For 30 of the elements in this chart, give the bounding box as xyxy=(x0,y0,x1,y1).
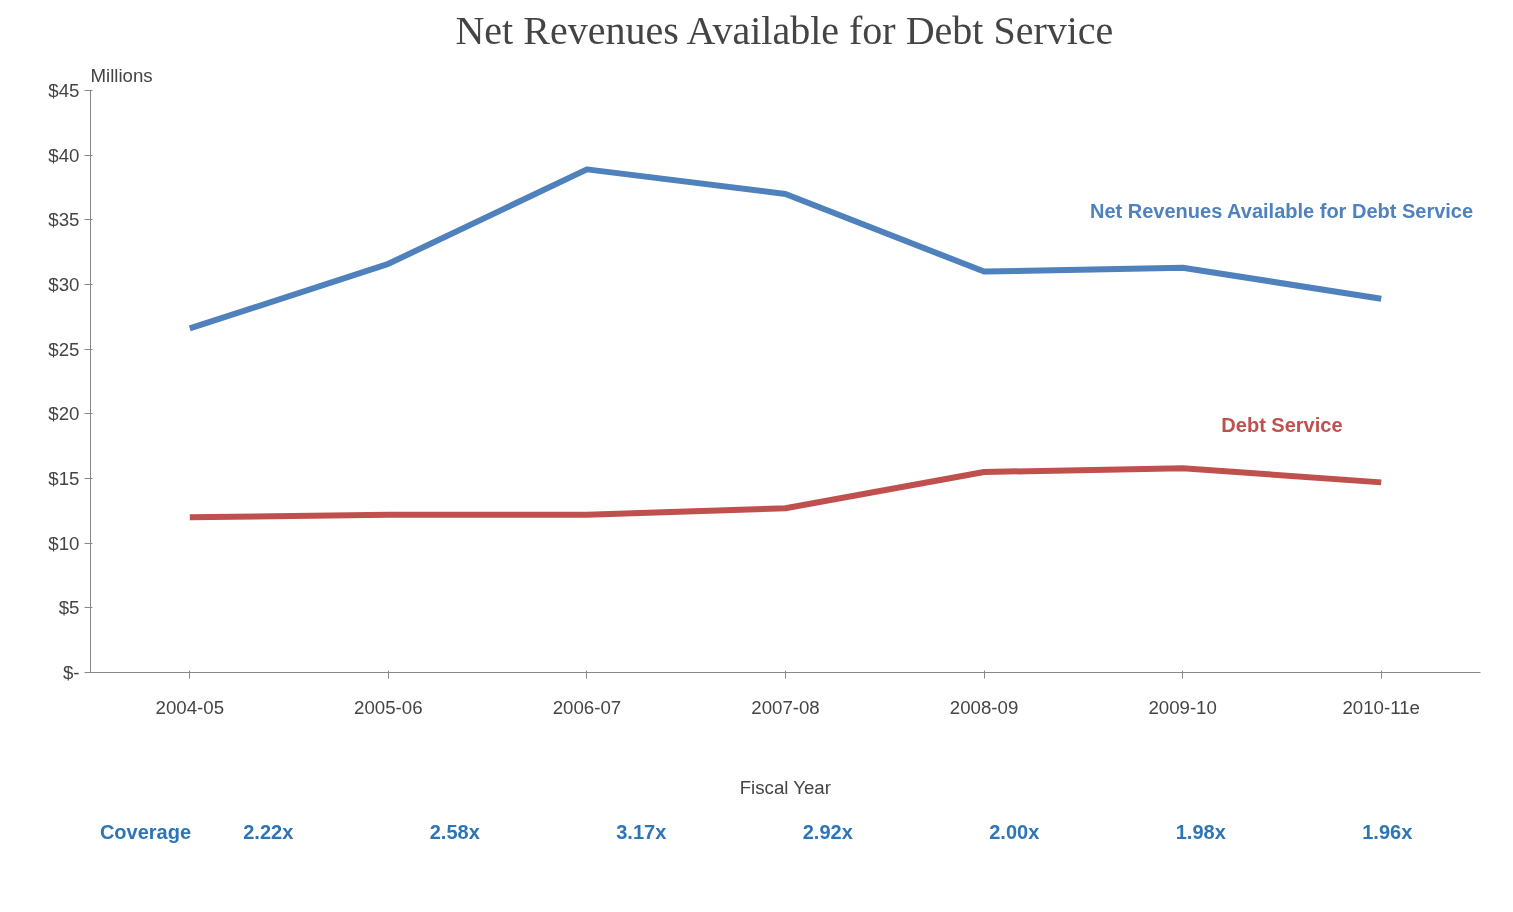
y-tick-label: $35 xyxy=(48,209,80,231)
y-tick-label: $20 xyxy=(48,403,80,425)
y-tick-label: $10 xyxy=(48,532,80,554)
text: Net Revenues Available for Debt Service xyxy=(1090,200,1474,223)
x-tick-label: 2010-11e xyxy=(1342,696,1420,718)
x-tick-label: 2004-05 xyxy=(155,696,225,718)
x-tick-label: 2005-06 xyxy=(354,696,423,718)
text: 2.22x xyxy=(243,820,294,843)
text: 2.58x xyxy=(429,820,480,843)
x-tick-label: 2008-09 xyxy=(949,696,1019,718)
text: 2.00x xyxy=(989,820,1040,843)
y-tick-label: $30 xyxy=(48,274,80,295)
x-tick-label: 2009-10 xyxy=(1148,696,1217,718)
y-tick-label: $- xyxy=(62,662,80,683)
text: Coverage xyxy=(99,820,192,843)
text: 2.92x xyxy=(802,820,853,843)
text: 1.96x xyxy=(1362,820,1413,843)
y-tick-label: $40 xyxy=(48,144,80,166)
x-tick-label: 2006-07 xyxy=(552,696,622,718)
x-axis-title: Fiscal Year xyxy=(739,776,831,798)
y-axis-title: Millions xyxy=(90,64,153,86)
y-tick-label: $45 xyxy=(48,80,80,101)
y-tick-label: $5 xyxy=(58,597,80,619)
y-tick-label: $15 xyxy=(48,468,80,489)
text: 3.17x xyxy=(616,820,667,843)
x-tick-label: 2007-08 xyxy=(751,696,820,718)
y-tick-label: $25 xyxy=(48,338,80,360)
text: 1.98x xyxy=(1175,820,1226,843)
series-label: Debt Service xyxy=(1221,413,1343,436)
chart-title: Net Revenues Available for Debt Service xyxy=(455,7,1114,53)
